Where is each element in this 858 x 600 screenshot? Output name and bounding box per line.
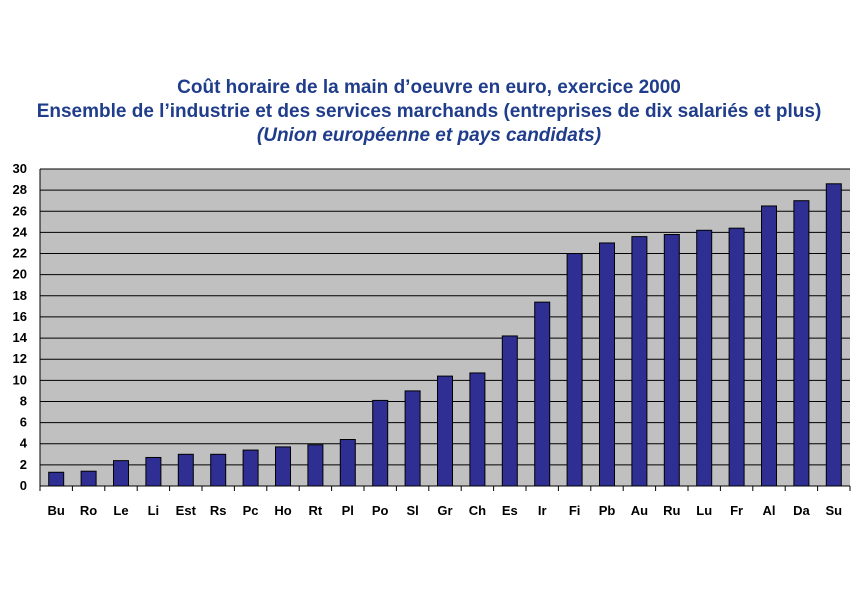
- y-tick-label: 18: [13, 288, 27, 303]
- x-tick-label: Al: [763, 503, 776, 518]
- bar: [761, 205, 777, 487]
- x-tick-label: Gr: [437, 503, 452, 518]
- bar: [501, 335, 518, 487]
- y-tick-label: 22: [13, 246, 27, 261]
- bar: [372, 399, 389, 487]
- x-tick-label: Est: [176, 503, 197, 518]
- x-tick-label: Es: [502, 503, 518, 518]
- bar: [113, 460, 129, 487]
- bar: [696, 229, 713, 487]
- chart-subtitle: Ensemble de l’industrie et des services …: [36, 101, 822, 122]
- bar: [469, 372, 486, 487]
- x-tick-label: Ro: [80, 503, 97, 518]
- x-tick-label: Ch: [469, 503, 486, 518]
- y-tick-label: 16: [13, 309, 27, 324]
- bar: [307, 444, 324, 487]
- bar: [275, 446, 291, 487]
- bar: [566, 253, 583, 487]
- bar: [793, 200, 810, 487]
- y-tick-label: 24: [13, 224, 28, 239]
- x-tick-label: Fr: [730, 503, 743, 518]
- bar: [242, 449, 259, 487]
- bar: [80, 470, 97, 487]
- x-tick-label: Ru: [663, 503, 680, 518]
- y-tick-label: 20: [13, 267, 27, 282]
- x-tick-label: Bu: [48, 503, 65, 518]
- x-tick-label: Le: [113, 503, 128, 518]
- y-tick-label: 4: [20, 436, 28, 451]
- x-tick-label: Sl: [406, 503, 418, 518]
- y-tick-label: 8: [20, 393, 27, 408]
- bar: [534, 301, 551, 487]
- bar: [663, 234, 680, 487]
- y-tick-label: 12: [13, 351, 27, 366]
- bar: [599, 242, 615, 487]
- bar: [145, 456, 162, 487]
- x-tick-label: Pl: [342, 503, 354, 518]
- x-tick-label: Pb: [599, 503, 616, 518]
- chart-subtitle-italic: (Union européenne et pays candidats): [256, 125, 602, 146]
- bar: [210, 453, 227, 487]
- x-tick-label: Fi: [569, 503, 581, 518]
- x-tick-label: Li: [148, 503, 160, 518]
- x-tick-label: Rs: [210, 503, 227, 518]
- x-tick-label: Ir: [538, 503, 547, 518]
- x-tick-label: Ho: [274, 503, 291, 518]
- x-tick-label: Au: [631, 503, 648, 518]
- y-tick-label: 0: [20, 478, 27, 493]
- x-tick-label: Po: [372, 503, 389, 518]
- x-tick-label: Su: [825, 503, 842, 518]
- x-tick-label: Pc: [243, 503, 259, 518]
- x-tick-label: Lu: [696, 503, 712, 518]
- y-tick-label: 2: [20, 457, 27, 472]
- bar: [48, 471, 65, 487]
- bar: [825, 183, 842, 487]
- x-tick-label: Rt: [309, 503, 323, 518]
- x-tick-label: Da: [793, 503, 810, 518]
- bar: [631, 236, 648, 487]
- y-tick-label: 14: [13, 330, 28, 345]
- y-tick-label: 30: [13, 161, 27, 176]
- chart-title: Coût horaire de la main d’oeuvre en euro…: [177, 77, 681, 98]
- bar: [339, 439, 356, 487]
- bar: [437, 375, 453, 487]
- bar: [177, 453, 194, 487]
- y-tick-label: 6: [20, 415, 27, 430]
- y-tick-label: 10: [13, 372, 27, 387]
- bar: [728, 227, 745, 487]
- y-tick-label: 28: [13, 182, 27, 197]
- y-tick-label: 26: [13, 203, 27, 218]
- bar: [404, 390, 421, 487]
- chart-titles: Coût horaire de la main d’oeuvre en euro…: [0, 76, 858, 148]
